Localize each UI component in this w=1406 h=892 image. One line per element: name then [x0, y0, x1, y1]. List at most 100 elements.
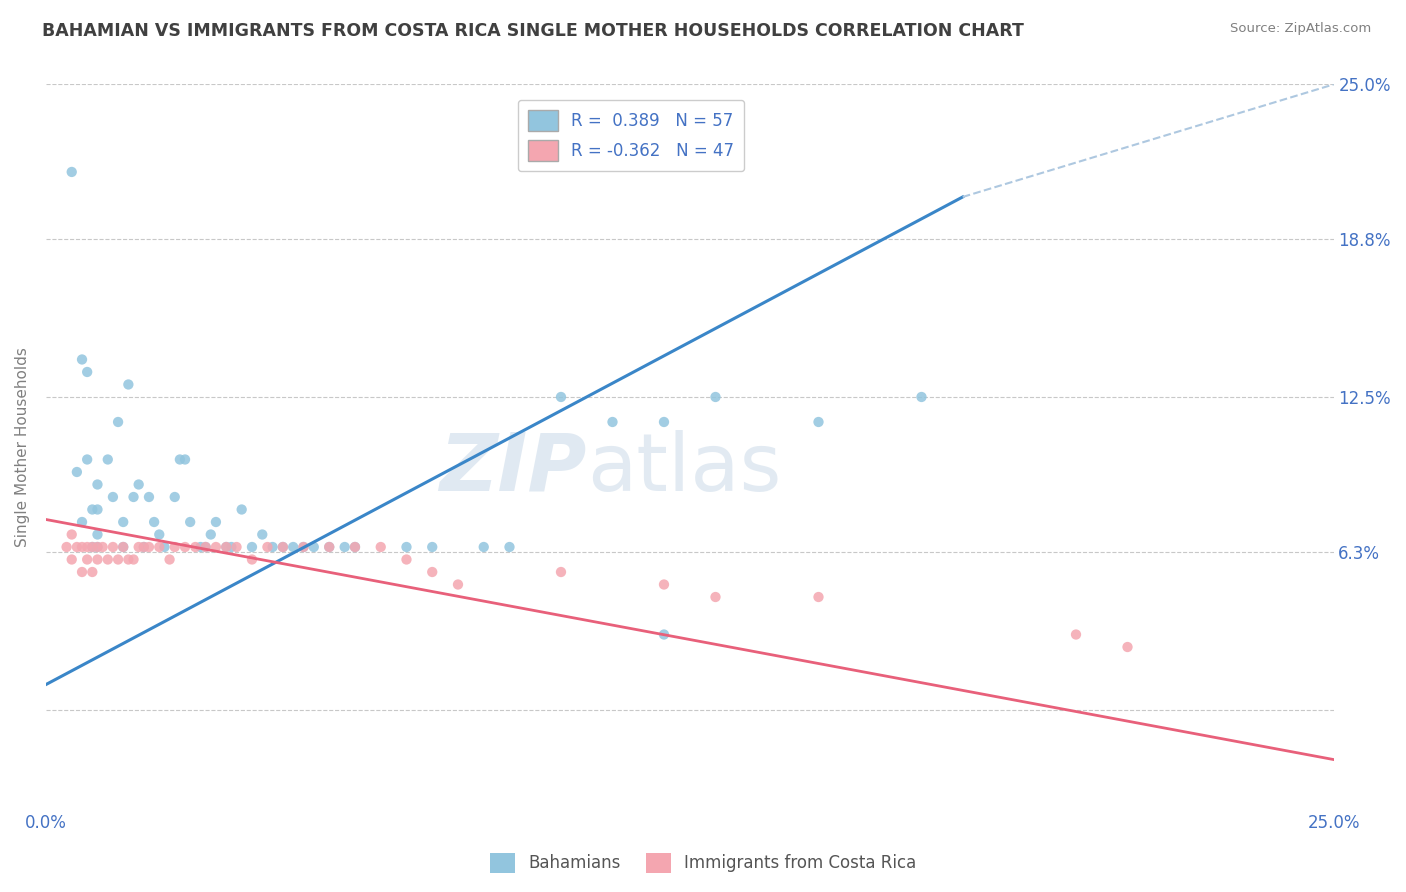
Point — [97, 452, 120, 467]
Point — [169, 452, 191, 467]
Point — [283, 540, 305, 554]
Point — [76, 452, 98, 467]
Point — [420, 540, 443, 554]
Point — [190, 540, 212, 554]
Point — [159, 552, 181, 566]
Point — [82, 565, 104, 579]
Point — [704, 390, 727, 404]
Point — [262, 540, 284, 554]
Point — [132, 540, 155, 554]
Point — [1116, 640, 1139, 654]
Point — [107, 415, 129, 429]
Point — [652, 577, 675, 591]
Point — [205, 515, 228, 529]
Point — [333, 540, 356, 554]
Point — [107, 552, 129, 566]
Point — [66, 540, 89, 554]
Point — [82, 540, 104, 554]
Point — [215, 540, 238, 554]
Text: Source: ZipAtlas.com: Source: ZipAtlas.com — [1230, 22, 1371, 36]
Point — [240, 552, 263, 566]
Point — [76, 365, 98, 379]
Point — [200, 527, 222, 541]
Point — [86, 540, 108, 554]
Point — [128, 540, 150, 554]
Point — [70, 515, 93, 529]
Point — [76, 540, 98, 554]
Point — [117, 377, 139, 392]
Point — [807, 590, 830, 604]
Legend: R =  0.389   N = 57, R = -0.362   N = 47: R = 0.389 N = 57, R = -0.362 N = 47 — [517, 100, 744, 171]
Point — [184, 540, 207, 554]
Point — [97, 552, 120, 566]
Point — [704, 590, 727, 604]
Point — [122, 552, 145, 566]
Point — [86, 527, 108, 541]
Point — [138, 490, 160, 504]
Point — [101, 490, 124, 504]
Point — [153, 540, 176, 554]
Point — [194, 540, 217, 554]
Point — [292, 540, 315, 554]
Point — [70, 565, 93, 579]
Point — [174, 452, 197, 467]
Point — [179, 515, 201, 529]
Point — [112, 515, 135, 529]
Point — [472, 540, 495, 554]
Point — [163, 490, 186, 504]
Point — [82, 540, 104, 554]
Point — [138, 540, 160, 554]
Point — [122, 490, 145, 504]
Legend: Bahamians, Immigrants from Costa Rica: Bahamians, Immigrants from Costa Rica — [484, 847, 922, 880]
Point — [271, 540, 294, 554]
Point — [807, 415, 830, 429]
Point — [318, 540, 340, 554]
Point — [447, 577, 470, 591]
Point — [60, 165, 83, 179]
Point — [66, 465, 89, 479]
Point — [163, 540, 186, 554]
Point — [271, 540, 294, 554]
Point — [70, 540, 93, 554]
Point — [148, 527, 170, 541]
Text: BAHAMIAN VS IMMIGRANTS FROM COSTA RICA SINGLE MOTHER HOUSEHOLDS CORRELATION CHAR: BAHAMIAN VS IMMIGRANTS FROM COSTA RICA S… — [42, 22, 1024, 40]
Point — [498, 540, 520, 554]
Point — [174, 540, 197, 554]
Text: ZIP: ZIP — [439, 430, 586, 508]
Point — [86, 502, 108, 516]
Point — [86, 477, 108, 491]
Point — [318, 540, 340, 554]
Point — [302, 540, 325, 554]
Point — [395, 540, 418, 554]
Point — [70, 352, 93, 367]
Point — [252, 527, 274, 541]
Point — [60, 527, 83, 541]
Point — [370, 540, 392, 554]
Point — [395, 552, 418, 566]
Point — [148, 540, 170, 554]
Point — [117, 552, 139, 566]
Point — [86, 540, 108, 554]
Point — [205, 540, 228, 554]
Point — [86, 552, 108, 566]
Point — [240, 540, 263, 554]
Point — [55, 540, 77, 554]
Point — [602, 415, 624, 429]
Point — [112, 540, 135, 554]
Point — [101, 540, 124, 554]
Point — [292, 540, 315, 554]
Point — [128, 477, 150, 491]
Point — [221, 540, 243, 554]
Point — [225, 540, 247, 554]
Point — [910, 390, 932, 404]
Point — [76, 552, 98, 566]
Point — [112, 540, 135, 554]
Point — [82, 502, 104, 516]
Point — [343, 540, 366, 554]
Point — [343, 540, 366, 554]
Point — [60, 552, 83, 566]
Point — [256, 540, 278, 554]
Point — [420, 565, 443, 579]
Point — [143, 515, 166, 529]
Point — [1064, 627, 1087, 641]
